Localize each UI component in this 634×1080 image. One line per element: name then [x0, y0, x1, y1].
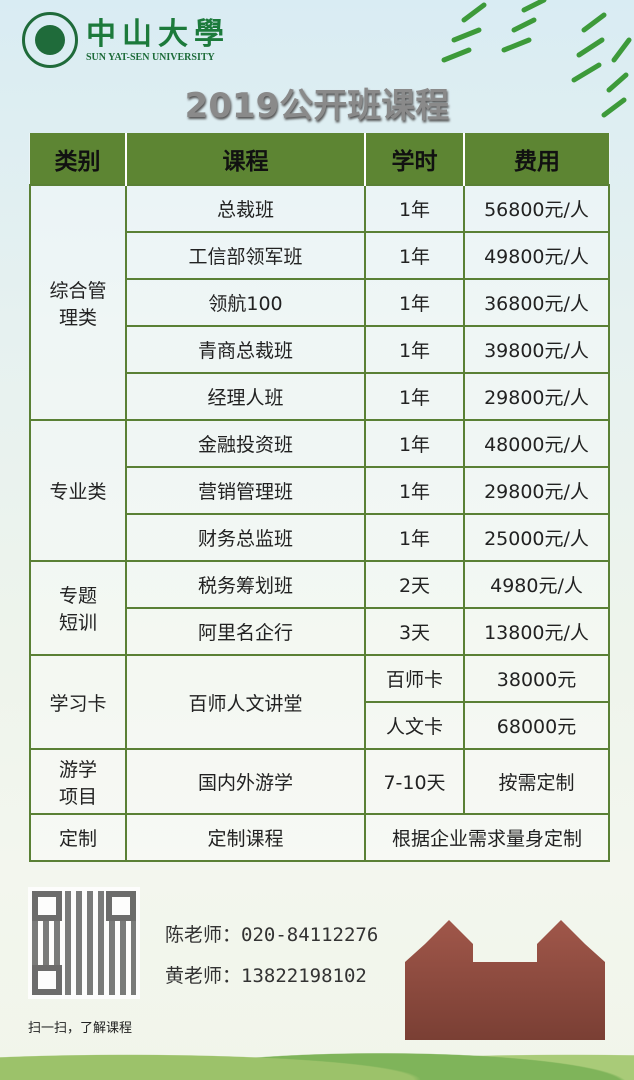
table-row: 综合管理类 总裁班 1年 56800元/人	[29, 184, 610, 421]
scan-caption: 扫一扫，了解课程	[28, 1021, 133, 1036]
willow-leaves-decoration	[441, 0, 632, 118]
table-row: 财务总监班 1年 25000元/人	[30, 513, 610, 562]
table-row: 营销管理班 1年 29800元/人	[30, 466, 610, 515]
fee-cell: 4980元/人	[463, 560, 610, 609]
hills-decoration	[0, 1036, 634, 1080]
table-row: 人文卡 68000元	[30, 701, 610, 750]
custom-note-cell: 根据企业需求量身定制	[364, 813, 610, 862]
fee-cell: 29800元/人	[463, 372, 610, 421]
hours-cell: 2天	[364, 560, 465, 609]
course-cell: 工信部领军班	[125, 231, 366, 280]
university-building-image	[405, 920, 605, 1040]
contact-chen: 陈老师：020-84112276	[165, 924, 379, 946]
course-cell: 阿里名企行	[125, 607, 366, 656]
hours-cell: 1年	[364, 278, 465, 327]
hours-cell: 1年	[364, 372, 465, 421]
course-cell: 总裁班	[125, 184, 366, 233]
table-row: 学习卡 百师人文讲堂 百师卡 38000元	[29, 654, 610, 750]
logo-english-name: SUN YAT-SEN UNIVERSITY	[86, 51, 215, 63]
course-table: 类别 课程 学时 费用 综合管理类 总裁班 1年 56800元/人 工信部领军班…	[29, 133, 610, 862]
course-cell: 金融投资班	[125, 419, 366, 468]
table-row: 专业类 金融投资班 1年 48000元/人	[29, 419, 610, 562]
hours-cell: 3天	[364, 607, 465, 656]
hours-cell: 1年	[364, 466, 465, 515]
university-seal-icon	[22, 12, 78, 68]
fee-cell: 68000元	[463, 701, 610, 750]
category-cell: 学习卡	[29, 654, 127, 750]
hours-cell: 1年	[364, 513, 465, 562]
category-cell: 专题短训	[29, 560, 127, 656]
course-cell: 营销管理班	[125, 466, 366, 515]
table-row: 领航100 1年 36800元/人	[30, 278, 610, 327]
fee-cell: 按需定制	[463, 748, 610, 815]
fee-cell: 38000元	[463, 654, 610, 703]
course-cell: 领航100	[125, 278, 366, 327]
course-cell: 税务筹划班	[125, 560, 366, 609]
course-cell: 财务总监班	[125, 513, 366, 562]
category-cell: 定制	[29, 813, 127, 862]
header-hours: 学时	[364, 133, 465, 185]
table-header-row: 类别 课程 学时 费用	[30, 133, 609, 185]
fee-cell: 49800元/人	[463, 231, 610, 280]
table-row: 阿里名企行 3天 13800元/人	[30, 607, 610, 656]
qr-code[interactable]	[28, 887, 140, 999]
fee-cell: 36800元/人	[463, 278, 610, 327]
table-row: 游学项目 国内外游学 7-10天 按需定制	[29, 748, 610, 815]
header-course: 课程	[125, 133, 366, 185]
category-cell: 专业类	[29, 419, 127, 562]
course-cell: 定制课程	[125, 813, 366, 862]
contact-huang: 黄老师：13822198102	[165, 965, 367, 987]
university-logo: 中山大學 SUN YAT-SEN UNIVERSITY	[22, 12, 230, 68]
course-cell: 国内外游学	[125, 748, 366, 815]
header-category: 类别	[30, 133, 127, 185]
fee-cell: 13800元/人	[463, 607, 610, 656]
fee-cell: 39800元/人	[463, 325, 610, 374]
course-cell: 百师人文讲堂	[125, 654, 366, 750]
fee-cell: 25000元/人	[463, 513, 610, 562]
category-cell: 游学项目	[29, 748, 127, 815]
fee-cell: 29800元/人	[463, 466, 610, 515]
table-row: 经理人班 1年 29800元/人	[30, 372, 610, 421]
hours-cell: 人文卡	[364, 701, 465, 750]
hours-cell: 1年	[364, 184, 465, 233]
course-cell: 青商总裁班	[125, 325, 366, 374]
table-row: 工信部领军班 1年 49800元/人	[30, 231, 610, 280]
fee-cell: 56800元/人	[463, 184, 610, 233]
logo-chinese-name: 中山大學	[86, 16, 230, 52]
hours-cell: 1年	[364, 419, 465, 468]
hours-cell: 1年	[364, 231, 465, 280]
hours-cell: 1年	[364, 325, 465, 374]
category-cell: 综合管理类	[29, 184, 127, 421]
table-row: 青商总裁班 1年 39800元/人	[30, 325, 610, 374]
hours-cell: 7-10天	[364, 748, 465, 815]
hours-cell: 百师卡	[364, 654, 465, 703]
table-row: 定制 定制课程 根据企业需求量身定制	[29, 813, 610, 862]
course-cell: 经理人班	[125, 372, 366, 421]
header-fee: 费用	[463, 133, 609, 185]
table-row: 专题短训 税务筹划班 2天 4980元/人	[29, 560, 610, 656]
fee-cell: 48000元/人	[463, 419, 610, 468]
page-title: 2019公开班课程	[184, 86, 450, 126]
